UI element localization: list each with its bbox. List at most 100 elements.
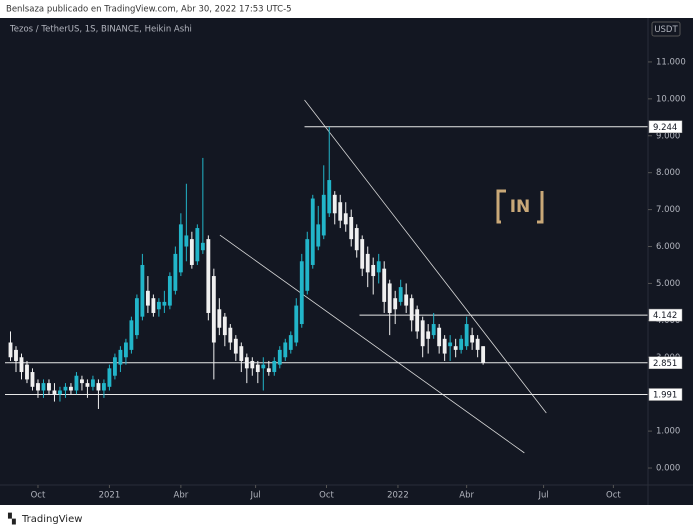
x-tick-label: 2022 [387, 491, 409, 501]
candle-body [217, 309, 222, 328]
candle-body [206, 239, 211, 313]
candle-body [167, 276, 172, 306]
watermark-logo: IN [496, 189, 544, 224]
candle-body [277, 349, 282, 365]
candle-body [448, 342, 453, 347]
level-label-box [648, 388, 683, 401]
candle-body [69, 386, 73, 391]
candle-body [41, 383, 46, 391]
candle-body [200, 242, 205, 251]
candle-body [85, 383, 90, 387]
x-tick-label: Abr [459, 491, 474, 501]
candle-body [58, 390, 62, 395]
candle-body [244, 357, 249, 369]
candle-body [376, 261, 381, 273]
candle-body [459, 338, 464, 350]
level-label: 1.991 [653, 391, 677, 401]
candle-body [272, 360, 277, 373]
candle-body [371, 264, 376, 277]
candle-body [343, 213, 348, 225]
candle-body [261, 364, 266, 369]
candle-body [30, 372, 35, 387]
candle-body [162, 301, 167, 306]
x-tick-label: Oct [319, 491, 334, 501]
chart-background [0, 18, 693, 505]
currency: USDT [654, 25, 678, 35]
level-label: 9.244 [653, 123, 677, 133]
candle-body [398, 287, 403, 302]
candle-body [288, 335, 293, 350]
candle-body [195, 228, 200, 262]
candle-body [211, 276, 216, 343]
level-label: 4.142 [653, 311, 677, 321]
candle-body [222, 316, 227, 336]
candle-body [365, 253, 370, 273]
candle-body [184, 235, 189, 247]
candle-body [266, 368, 271, 373]
candle-body [299, 261, 304, 325]
symbol-title: Tezos / TetherUS, 1S, BINANCE, Heikin As… [9, 25, 192, 35]
candle-body [239, 346, 244, 361]
candle-body [118, 349, 123, 365]
y-tick-label: 5.000 [656, 279, 680, 289]
plot-area [5, 99, 648, 454]
candle-body [96, 383, 101, 391]
candle-body [316, 224, 321, 247]
candle-body [426, 331, 431, 339]
candle-body [52, 390, 57, 395]
candle-body [112, 357, 117, 376]
x-tick-label: Abr [174, 491, 189, 501]
level-label: 2.851 [653, 359, 677, 369]
candle-body [63, 386, 68, 391]
y-tick-label: 8.000 [656, 168, 680, 178]
candle-body [453, 346, 458, 350]
y-tick-label: 7.000 [656, 205, 680, 215]
y-tick-label: 11.000 [656, 57, 686, 67]
candle-body [321, 194, 326, 236]
candle-body [349, 216, 354, 240]
candle-body [437, 327, 442, 347]
trend-line [304, 99, 547, 414]
candle-body [415, 309, 420, 332]
level-label-box [648, 120, 683, 134]
level-label-box [648, 308, 683, 322]
candle-body [101, 383, 106, 391]
candle-body [178, 224, 183, 273]
x-tick-label: Oct [606, 491, 621, 501]
candle-body [327, 180, 332, 214]
logo-text: IN [510, 197, 531, 217]
candle-body [74, 375, 79, 391]
candle-body [470, 335, 475, 343]
candle-body [233, 338, 238, 354]
candle-body [475, 338, 480, 350]
candle-body [36, 383, 40, 391]
candle-body [228, 327, 233, 343]
candle-body [360, 239, 365, 269]
x-tick-label: Jul [249, 491, 260, 501]
candle-body [338, 202, 343, 221]
candle-body [8, 342, 13, 358]
candle-body [431, 324, 436, 336]
candle-body [294, 305, 299, 343]
candle-body [382, 268, 387, 302]
x-tick-label: 2021 [99, 491, 121, 501]
candle-body [255, 364, 260, 373]
candle-body [393, 298, 398, 310]
candle-body [404, 294, 409, 306]
candle-body [387, 283, 392, 313]
y-tick-label: 10.000 [656, 94, 686, 104]
y-tick-label: 1.000 [656, 427, 680, 437]
brand-icon: ▚ [7, 512, 16, 525]
level-label-box [648, 356, 683, 370]
candle-body [156, 301, 161, 310]
x-tick-label: Oct [31, 491, 46, 501]
candle-body [442, 338, 447, 354]
candle-body [140, 264, 145, 317]
candle-body [107, 368, 112, 387]
candle-body [409, 298, 414, 321]
candle-body [151, 298, 156, 313]
candle-body [283, 342, 288, 358]
currency-box [651, 21, 681, 37]
candle-body [91, 379, 95, 387]
